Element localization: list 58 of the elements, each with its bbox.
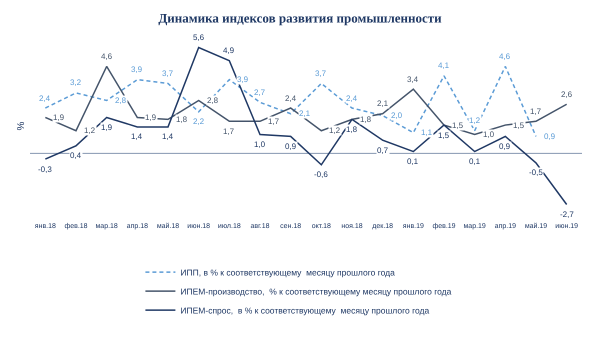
data-label: 0,9 bbox=[499, 142, 511, 151]
data-label: -2,7 bbox=[560, 210, 574, 219]
data-label: 3,9 bbox=[131, 65, 143, 74]
data-label: 2,7 bbox=[254, 88, 266, 97]
data-label: 1,9 bbox=[145, 113, 157, 122]
data-label: 0,9 bbox=[285, 142, 297, 151]
data-label: 2,4 bbox=[285, 94, 297, 103]
data-label: 2,4 bbox=[346, 94, 358, 103]
data-label: 3,9 bbox=[237, 75, 249, 84]
data-label: 4,6 bbox=[499, 52, 511, 61]
data-label: 3,7 bbox=[162, 69, 174, 78]
data-label: 2,4 bbox=[39, 94, 51, 103]
data-label: 1,2 bbox=[329, 126, 341, 135]
data-label: 4,1 bbox=[438, 61, 450, 70]
data-label: 1,4 bbox=[162, 132, 174, 141]
data-label: 0,1 bbox=[469, 157, 481, 166]
data-label: 1,0 bbox=[483, 130, 495, 139]
data-label: 0,7 bbox=[377, 146, 389, 155]
data-label: 2,0 bbox=[391, 111, 403, 120]
data-label: 1,7 bbox=[223, 127, 235, 136]
data-label: 2,8 bbox=[207, 96, 219, 105]
data-label: 1,5 bbox=[438, 131, 450, 140]
data-label: 0,4 bbox=[70, 151, 82, 160]
data-label: -0,3 bbox=[38, 165, 52, 174]
data-label: 1,1 bbox=[421, 128, 433, 137]
data-label: 1,9 bbox=[101, 123, 113, 132]
data-label: 1,8 bbox=[346, 125, 358, 134]
data-label: 1,5 bbox=[452, 121, 464, 130]
data-label: 0,9 bbox=[544, 132, 556, 141]
data-label: 3,4 bbox=[407, 75, 419, 84]
chart-title: Динамика индексов развития промышленности bbox=[158, 10, 442, 26]
data-label: 2,2 bbox=[193, 117, 205, 126]
y-axis-title: % bbox=[16, 121, 27, 130]
data-label: 3,7 bbox=[315, 69, 327, 78]
data-label: 1,8 bbox=[360, 115, 372, 124]
data-label: 1,7 bbox=[268, 117, 280, 126]
data-label: 1,2 bbox=[469, 116, 481, 125]
data-label: 2,8 bbox=[115, 96, 127, 105]
legend-label: ИПЕМ-спрос, в % к соответствующему месяцу прошлого года bbox=[180, 305, 430, 316]
data-label: -0,5 bbox=[529, 168, 544, 177]
data-label: 4,9 bbox=[223, 46, 235, 55]
data-label: 2,1 bbox=[377, 99, 389, 108]
data-label: 1,4 bbox=[131, 132, 143, 141]
data-label: 5,6 bbox=[193, 33, 205, 42]
data-label: 1,9 bbox=[53, 113, 65, 122]
data-label: 4,6 bbox=[101, 52, 113, 61]
data-label: 1,7 bbox=[530, 107, 542, 116]
data-label: -0,6 bbox=[314, 170, 328, 179]
data-label: 1,8 bbox=[176, 115, 188, 124]
data-label: 3,2 bbox=[70, 78, 82, 87]
data-label: 1,0 bbox=[254, 140, 266, 149]
data-label: 1,5 bbox=[513, 121, 525, 130]
data-label: 2,6 bbox=[561, 90, 573, 99]
data-label: 1,2 bbox=[84, 126, 96, 135]
data-label: 0,1 bbox=[407, 157, 419, 166]
legend-label: ИПЕМ-производство, % к соответствующему месяцу прошлого года bbox=[180, 286, 452, 296]
legend-label: ИПП, в % к соответствующему месяцу прошлого года bbox=[180, 267, 396, 278]
data-label: 2,1 bbox=[299, 109, 311, 118]
